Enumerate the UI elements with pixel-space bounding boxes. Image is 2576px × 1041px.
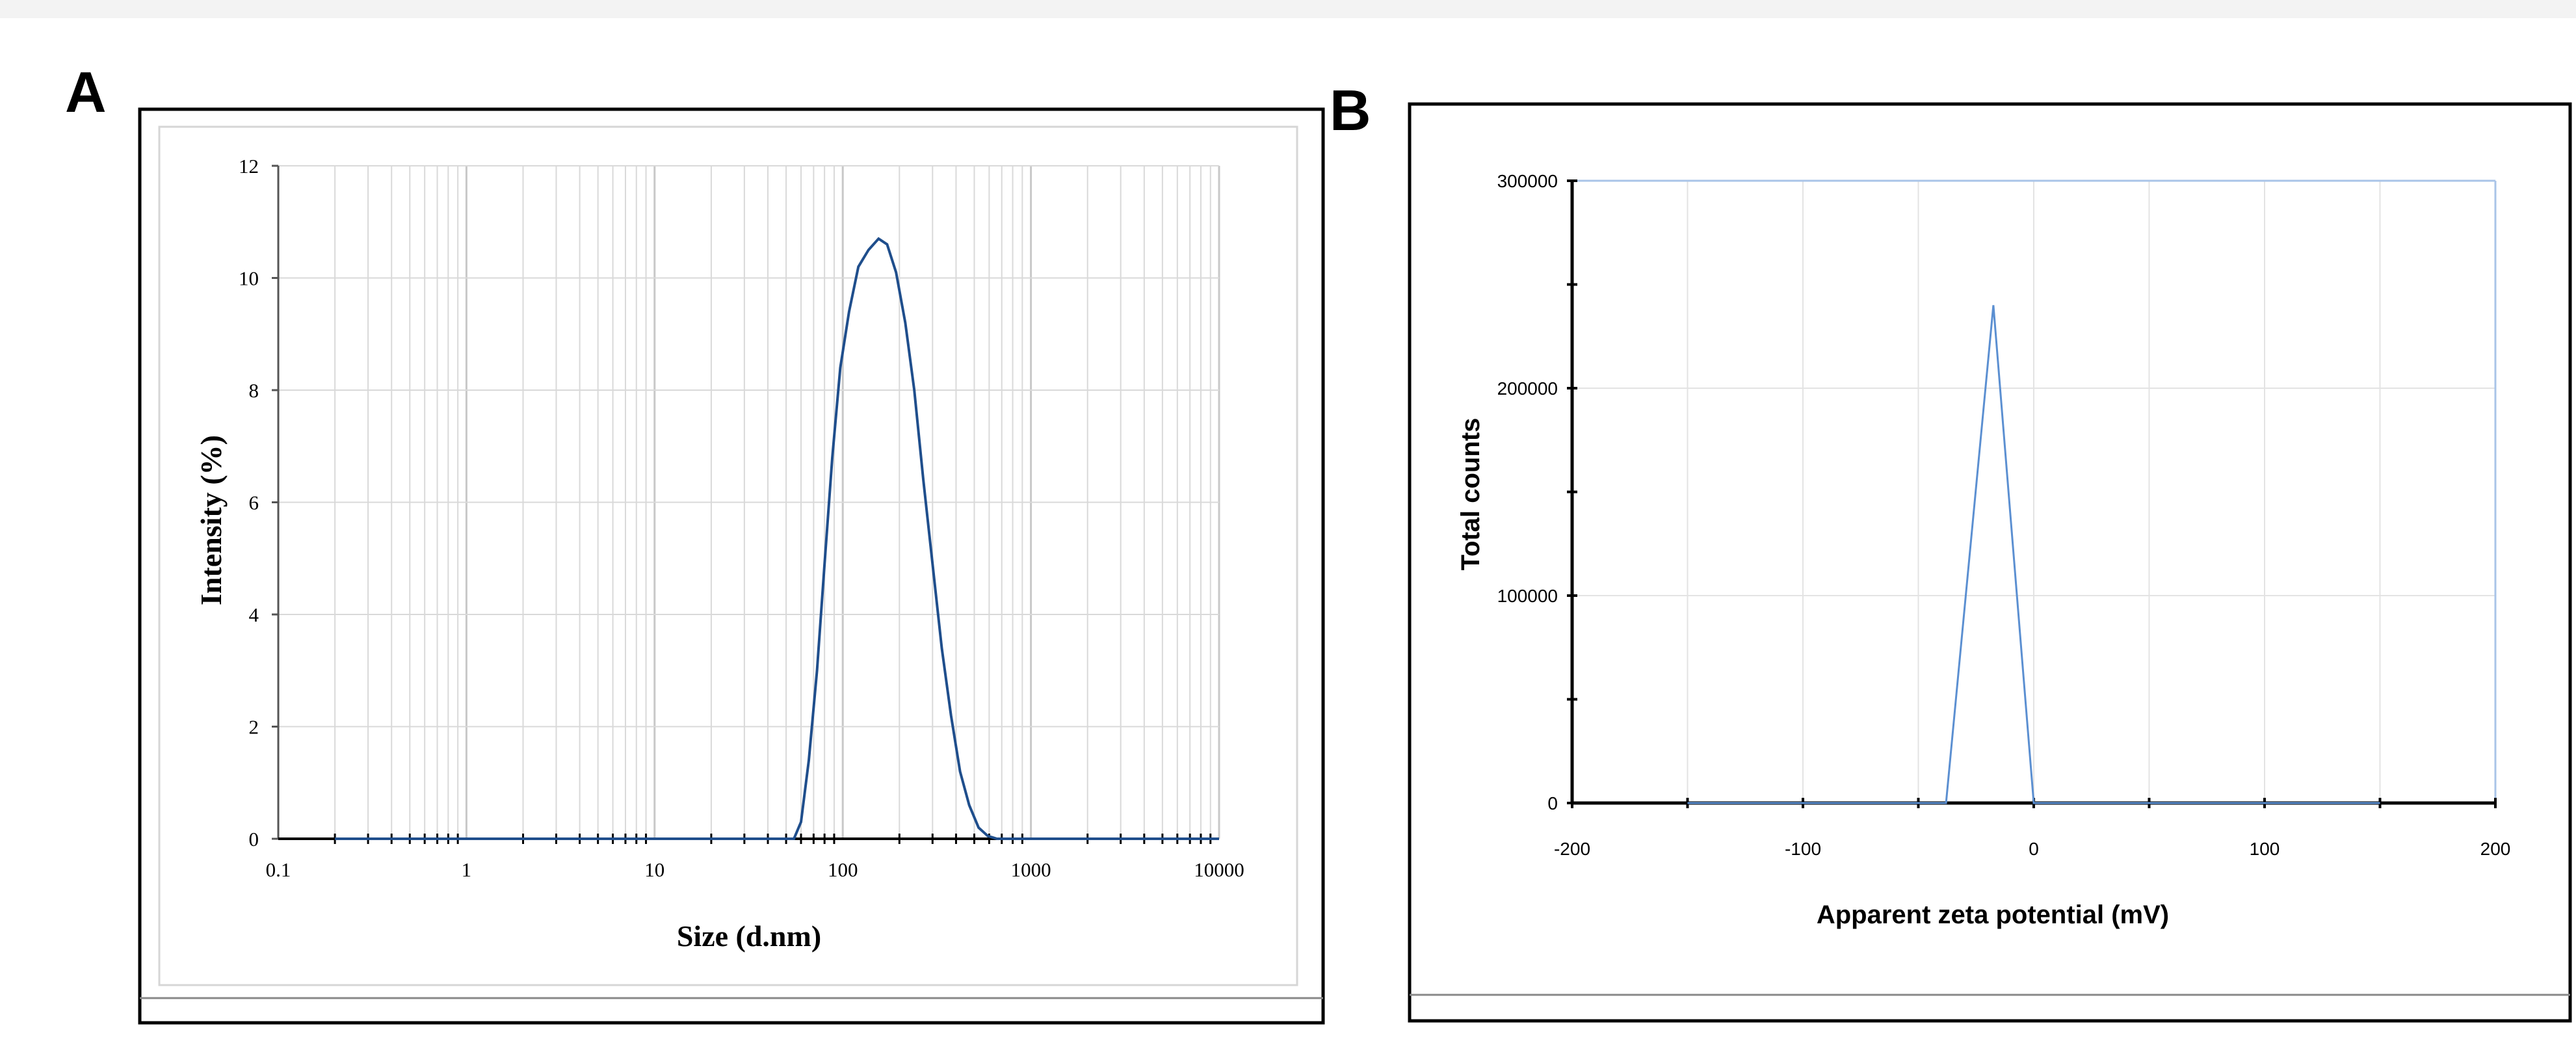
zeta-potential-line (1687, 305, 2380, 804)
y-tick-label-a: 2 (249, 716, 259, 739)
panel-a-inner-frame (158, 125, 1298, 986)
y-tick-label-a: 0 (249, 828, 259, 850)
x-tick-label-a: 1000 (1011, 858, 1051, 881)
panel-a: A 0.1 1 10 100 1000 10000 0 2 4 6 8 10 12 Size (d.nm… (65, 60, 1325, 1025)
panel-b-grid (1572, 179, 2497, 803)
y-tick-label-a: 10 (239, 267, 259, 290)
y-tick-label-a: 6 (249, 492, 259, 514)
x-axis-title-a: Size (d.nm) (677, 919, 821, 953)
y-tick-label-b: 0 (1547, 793, 1558, 813)
y-tick-label-b: 300000 (1497, 171, 1558, 191)
y-tick-label-a: 4 (249, 603, 259, 626)
panel-a-ticks: 0.1 1 10 100 1000 10000 0 2 4 6 8 10 12 (239, 155, 1244, 881)
y-axis-title-b: Total counts (1456, 418, 1485, 571)
x-axis-title-b: Apparent zeta potential (mV) (1817, 901, 2169, 929)
x-tick-label-a: 1 (462, 858, 472, 881)
top-band (0, 0, 2576, 18)
panel-b: B -200 -100 0 100 200 0 100000 200000 300000 App… (1330, 78, 2572, 1023)
x-tick-label-a: 0.1 (266, 858, 291, 881)
y-tick-label-b: 200000 (1497, 378, 1558, 399)
x-tick-label-a: 10000 (1194, 858, 1244, 881)
y-tick-label-b: 100000 (1497, 586, 1558, 606)
panel-label-b: B (1330, 78, 1371, 142)
x-tick-label-b: -100 (1785, 839, 1821, 859)
x-tick-label-a: 10 (644, 858, 664, 881)
panel-b-ticks: -200 -100 0 100 200 0 100000 200000 300000 (1497, 171, 2511, 859)
x-tick-label-b: -200 (1554, 839, 1590, 859)
panel-b-frame (1408, 102, 2572, 1023)
x-tick-label-b: 200 (2480, 839, 2511, 859)
panel-a-grid (277, 165, 1220, 839)
y-tick-label-a: 12 (239, 155, 259, 178)
x-tick-label-a: 100 (828, 858, 858, 881)
x-tick-label-b: 0 (2029, 839, 2039, 859)
panel-a-frame (138, 107, 1325, 1025)
y-tick-label-a: 8 (249, 379, 259, 402)
y-axis-title-a: Intensity (%) (194, 435, 228, 605)
panel-label-a: A (65, 60, 107, 124)
x-tick-label-b: 100 (2250, 839, 2280, 859)
size-distribution-line (335, 237, 1219, 840)
